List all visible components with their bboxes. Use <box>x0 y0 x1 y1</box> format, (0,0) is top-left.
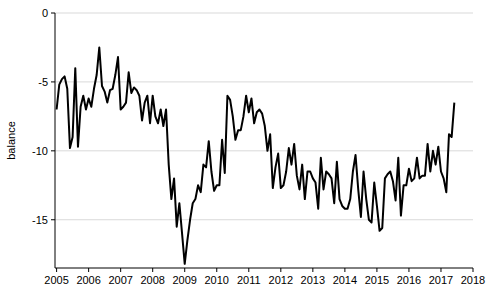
x-tick-label: 2006 <box>76 274 100 286</box>
x-tick-label: 2015 <box>365 274 389 286</box>
y-tick <box>51 150 55 151</box>
grid-line <box>55 13 473 14</box>
x-tick <box>408 268 409 272</box>
x-tick <box>312 268 313 272</box>
x-tick <box>344 268 345 272</box>
data-line <box>57 47 455 263</box>
x-tick <box>120 268 121 272</box>
x-tick <box>152 268 153 272</box>
y-tick-label: -5 <box>38 76 48 88</box>
plot-area <box>57 47 455 263</box>
x-tick-label: 2017 <box>429 274 453 286</box>
x-tick-label: 2018 <box>461 274 485 286</box>
y-tick-label: -10 <box>32 145 48 157</box>
chart: -15 -10 -5 0 2005 2006 2007 2008 2009 2010 2011 201… <box>0 0 491 302</box>
x-tick <box>376 268 377 272</box>
x-tick-label: 2008 <box>140 274 164 286</box>
x-tick <box>184 268 185 272</box>
x-tick-label: 2009 <box>172 274 196 286</box>
x-tick <box>280 268 281 272</box>
x-tick-label: 2005 <box>44 274 68 286</box>
y-tick <box>51 219 55 220</box>
y-tick-label: -15 <box>32 214 48 226</box>
x-tick <box>56 268 57 272</box>
y-tick-label: 0 <box>42 7 48 19</box>
x-tick-label: 2013 <box>301 274 325 286</box>
x-tick <box>88 268 89 272</box>
x-tick-label: 2010 <box>205 274 229 286</box>
x-tick <box>473 268 474 272</box>
y-tick <box>51 13 55 14</box>
grid-line <box>55 81 473 82</box>
x-tick <box>216 268 217 272</box>
x-tick-label: 2007 <box>108 274 132 286</box>
grid-line <box>55 150 473 151</box>
x-tick <box>440 268 441 272</box>
x-tick <box>248 268 249 272</box>
x-tick-label: 2016 <box>397 274 421 286</box>
y-axis <box>55 13 56 268</box>
grid-line <box>55 219 473 220</box>
y-tick <box>51 81 55 82</box>
x-axis <box>55 268 473 269</box>
y-axis-label: balance <box>5 121 17 160</box>
x-tick-label: 2014 <box>333 274 357 286</box>
x-tick-label: 2012 <box>269 274 293 286</box>
x-tick-label: 2011 <box>237 274 261 286</box>
